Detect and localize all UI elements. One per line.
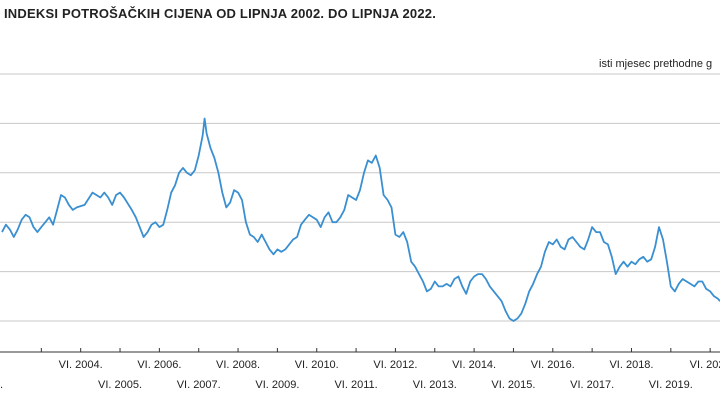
x-tick-label: VI. 2014. — [452, 359, 496, 371]
x-tick-label: VI. 2005. — [98, 379, 142, 391]
series-line-cpi — [1, 117, 720, 322]
unit-label: isti mjesec prethodne g — [599, 58, 713, 70]
x-tick-label: VI. 2008. — [216, 359, 260, 371]
x-tick-label: VI. 2019. — [649, 379, 693, 391]
x-tick-label: VI. 2010. — [295, 359, 339, 371]
x-tick-label: VI. 2020 — [690, 359, 720, 371]
x-tick-label: VI. 2016. — [531, 359, 575, 371]
x-tick-label: VI. 2018. — [609, 359, 653, 371]
x-tick-label: VI. 2017. — [570, 379, 614, 391]
x-tick-label: VI. 2012. — [373, 359, 417, 371]
x-axis: VI. 2004. VI. 2006. VI. 2008. VI. 2010. VI. … — [0, 348, 720, 391]
x-tick-label: VI. 2007. — [177, 379, 221, 391]
x-tick-label: VI. 2009. — [255, 379, 299, 391]
x-tick-label-cropped: . — [0, 379, 3, 391]
x-tick-label: VI. 2015. — [491, 379, 535, 391]
x-tick-label: VI. 2004. — [59, 359, 103, 371]
x-tick-label: VI. 2013. — [413, 379, 457, 391]
grid-layer — [0, 73, 720, 322]
chart-title: INDEKSI POTROŠAČKIH CIJENA OD LIPNJA 200… — [4, 6, 437, 21]
series-layer — [1, 117, 720, 322]
x-tick-label: VI. 2006. — [137, 359, 181, 371]
x-tick-label: VI. 2011. — [334, 379, 377, 391]
